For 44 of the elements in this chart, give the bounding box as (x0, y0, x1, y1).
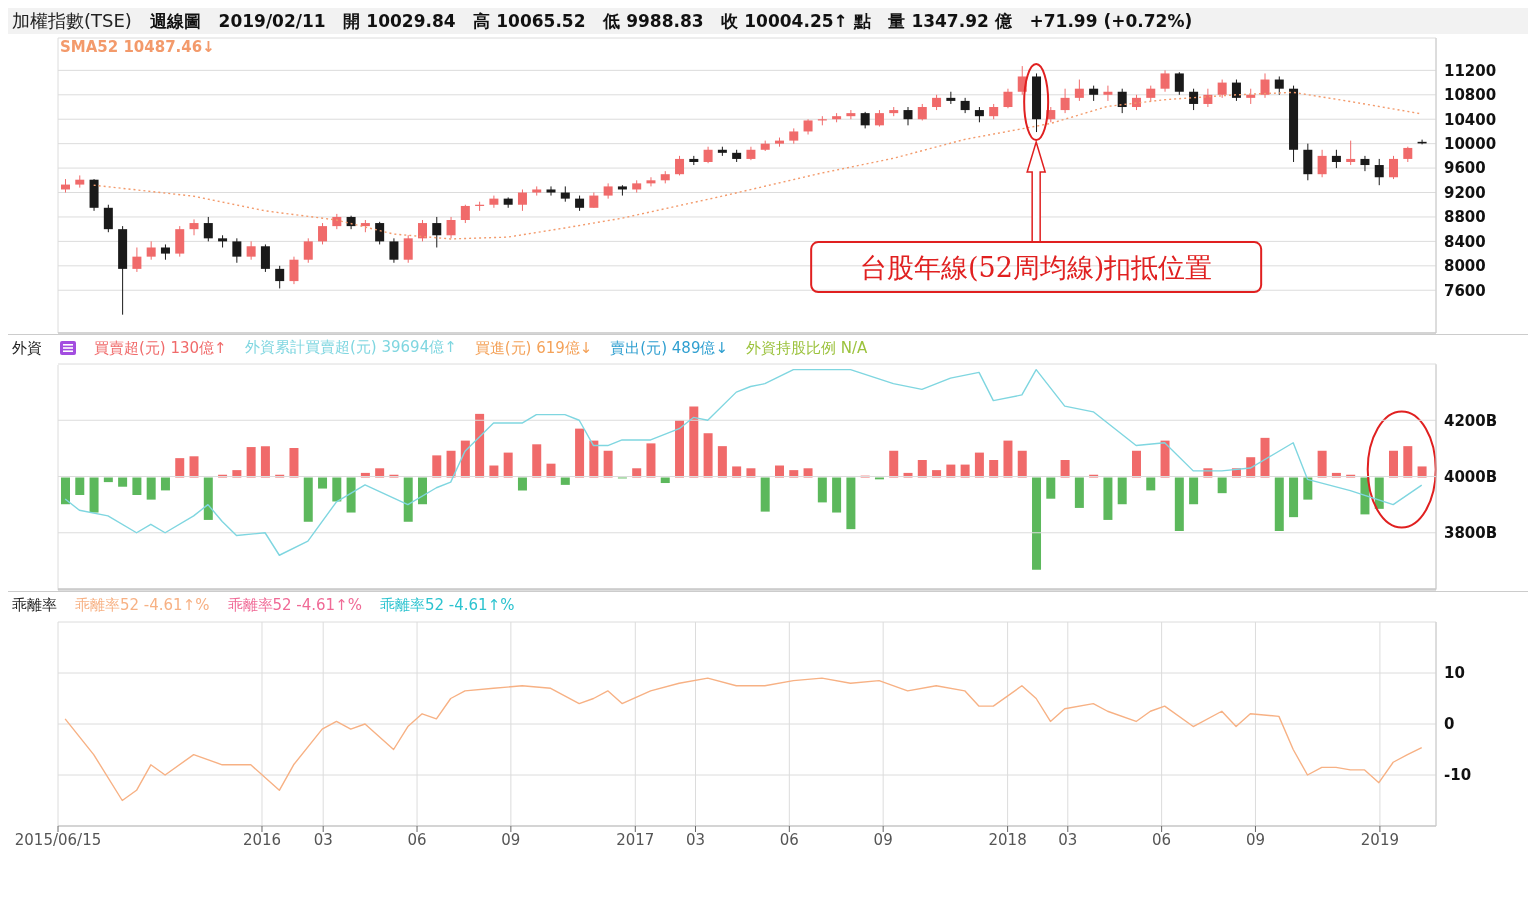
y-tick-label: 9600 (1444, 159, 1486, 178)
text: 外資持股比例 N/A (746, 338, 868, 358)
x-tick-label: 03 (1058, 830, 1078, 849)
x-tick-label: 06 (407, 830, 427, 849)
x-tick-label: 06 (779, 830, 799, 849)
x-tick-label: 2017 (616, 830, 655, 849)
y-tick-label: 10400 (1444, 110, 1497, 129)
chart-title: 加權指數(TSE) (12, 9, 132, 33)
x-tick-label: 09 (501, 830, 521, 849)
y-tick-label: 11200 (1444, 61, 1497, 80)
x-tick-label: 03 (685, 830, 706, 849)
x-tick-label: 2015/06/15 (14, 830, 102, 849)
text: 買進(元) 619億↓ (474, 338, 593, 358)
x-tick-label: 06 (1152, 830, 1172, 849)
y-tick-label: 8800 (1444, 208, 1486, 227)
y-tick-label: -10 (1444, 766, 1472, 785)
y-tick-label: 10000 (1444, 134, 1497, 153)
text: SMA52 10487.46↓ (60, 38, 215, 56)
y-tick-label: 0 (1444, 715, 1455, 734)
chart-title: 外資 (12, 338, 42, 358)
y-tick-label: 4200B (1444, 411, 1498, 430)
text: 買賣超(元) 130億↑ (94, 338, 227, 358)
y-tick-label: 4000B (1444, 467, 1498, 486)
y-tick-label: 8000 (1444, 257, 1486, 276)
x-tick-label: 2018 (988, 830, 1027, 849)
text: 外資累計買賣超(元) 39694億↑ (245, 337, 457, 357)
chart-subtitle: 週線圖 2019/02/11 開 10029.84 高 10065.52 低 9988.83 收 10004.25↑ 點 量 1347.92 億 +71.99 (+0.72%) (149, 9, 1193, 33)
x-tick-label: 03 (313, 830, 333, 849)
y-tick-label: 7600 (1444, 281, 1486, 300)
y-tick-label: 9200 (1444, 183, 1486, 202)
y-tick-label: 10 (1444, 664, 1465, 683)
y-tick-label: 8400 (1444, 232, 1486, 251)
x-tick-label: 2019 (1360, 830, 1399, 849)
text: 乖離率52 -4.61↑% (75, 595, 210, 615)
x-tick-label: 2016 (242, 830, 282, 849)
text: 乖離率52 -4.61↑% (380, 595, 515, 615)
annotation: 台股年線(52周均線)扣抵位置 (859, 252, 1213, 284)
y-tick-label: 3800B (1444, 524, 1498, 543)
x-tick-label: 09 (873, 830, 893, 849)
x-tick-label: 09 (1245, 830, 1266, 849)
chart-title: 乖離率 (12, 595, 57, 615)
text: 賣出(元) 489億↓ (610, 338, 729, 358)
text: 乖離率52 -4.61↑% (227, 595, 362, 615)
y-tick-label: 10800 (1444, 86, 1497, 105)
